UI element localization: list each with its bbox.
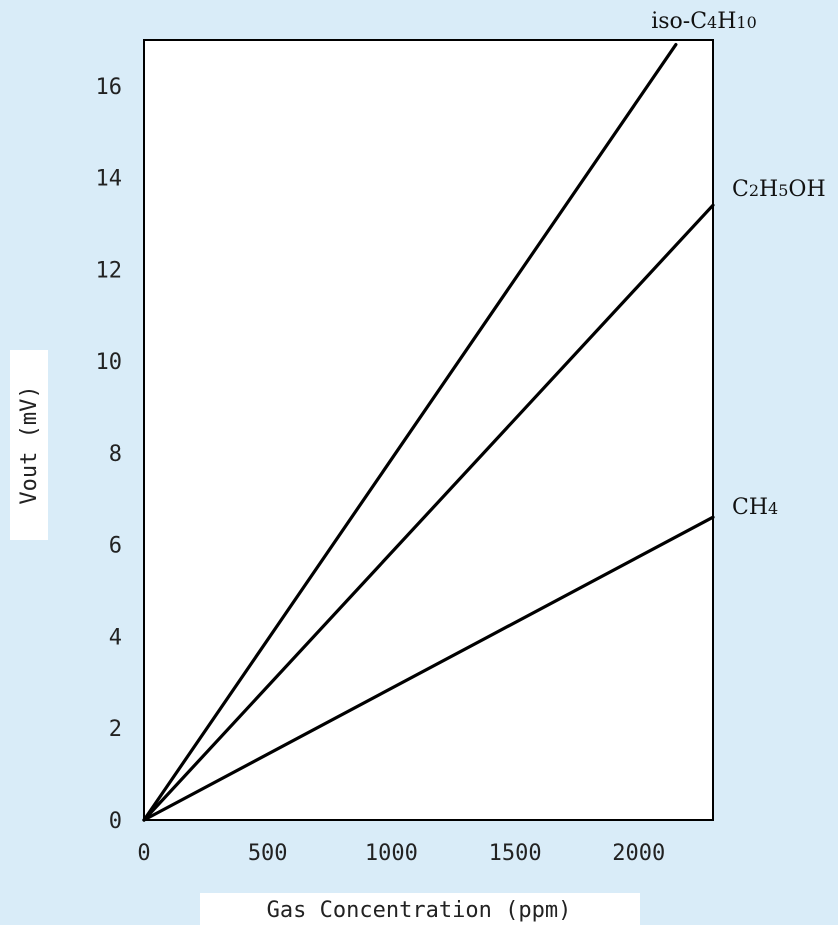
- y-tick-label: 12: [96, 258, 123, 283]
- x-tick-label: 1500: [489, 841, 542, 866]
- x-axis-title-background: [200, 893, 640, 925]
- y-tick-label: 4: [109, 625, 122, 650]
- y-tick-label: 2: [109, 717, 122, 742]
- x-tick-label: 1000: [365, 841, 418, 866]
- plot-frame: [143, 39, 714, 821]
- ticks-layer: 0 500 1000 1500 2000 0 2 4 6 8 10 12 14 16: [96, 75, 666, 866]
- y-tick-label: 6: [109, 534, 122, 559]
- y-axis-title-background: [10, 350, 48, 540]
- x-tick-label: 0: [137, 841, 150, 866]
- x-axis-title: Gas Concentration (ppm): [267, 898, 572, 923]
- series-line-c2h5oh: [142, 203, 715, 822]
- series-label-iso-c4h10: iso-C4H10: [651, 9, 757, 34]
- y-tick-label: 14: [96, 167, 123, 192]
- x-tick-label: 500: [248, 841, 288, 866]
- y-tick-label: 10: [96, 350, 123, 375]
- y-tick-label: 16: [96, 75, 123, 100]
- y-tick-label: 0: [109, 809, 122, 834]
- series-line-ch4: [142, 515, 715, 822]
- series-line-iso-c4h10: [142, 42, 678, 822]
- lines-layer: [142, 42, 715, 822]
- series-label-ch4: CH4: [732, 495, 778, 520]
- y-tick-label: 8: [109, 442, 122, 467]
- labels-layer: iso-C4H10 C2H5OH CH4: [651, 9, 825, 520]
- series-label-c2h5oh: C2H5OH: [732, 177, 826, 202]
- y-axis-title: Vout (mV): [17, 385, 42, 504]
- x-tick-label: 2000: [612, 841, 665, 866]
